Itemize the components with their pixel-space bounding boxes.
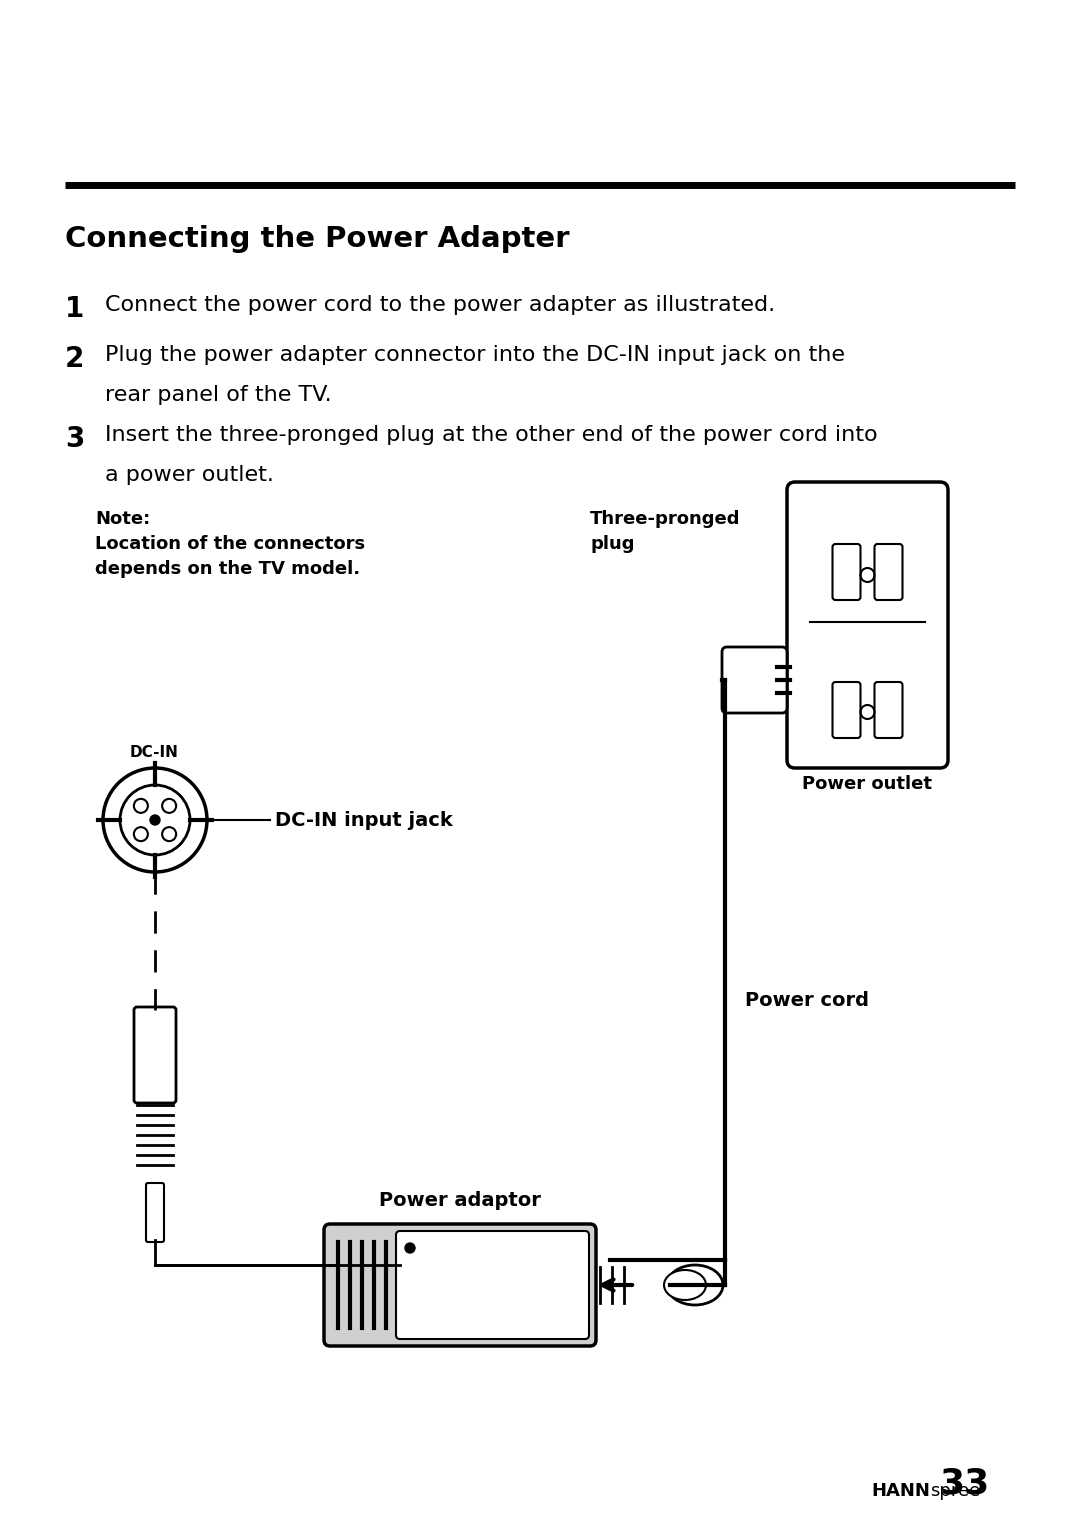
Text: 3: 3 [65,425,84,453]
Text: DC-IN input jack: DC-IN input jack [275,810,453,830]
Text: Connect the power cord to the power adapter as illustrated.: Connect the power cord to the power adap… [105,295,775,315]
FancyBboxPatch shape [723,647,787,713]
Text: Power cord: Power cord [745,991,869,1009]
Text: a power outlet.: a power outlet. [105,465,274,485]
FancyBboxPatch shape [146,1183,164,1242]
FancyBboxPatch shape [134,1008,176,1102]
Text: Insert the three-pronged plug at the other end of the power cord into: Insert the three-pronged plug at the oth… [105,425,878,445]
Circle shape [150,815,160,826]
Text: rear panel of the TV.: rear panel of the TV. [105,385,332,405]
FancyBboxPatch shape [396,1231,589,1339]
Text: Power outlet: Power outlet [802,775,932,794]
Text: HANN: HANN [872,1482,930,1500]
FancyBboxPatch shape [875,544,903,599]
FancyBboxPatch shape [787,482,948,768]
FancyBboxPatch shape [833,544,861,599]
FancyBboxPatch shape [324,1225,596,1346]
Text: plug: plug [590,535,635,553]
Text: depends on the TV model.: depends on the TV model. [95,560,360,578]
Text: 2: 2 [65,346,84,373]
Ellipse shape [667,1264,723,1304]
Circle shape [405,1243,415,1252]
Text: Location of the connectors: Location of the connectors [95,535,365,553]
Text: Note:: Note: [95,511,150,528]
FancyBboxPatch shape [875,682,903,739]
FancyBboxPatch shape [833,682,861,739]
Text: Three-pronged: Three-pronged [590,511,741,528]
Text: spree: spree [930,1482,981,1500]
Text: Connecting the Power Adapter: Connecting the Power Adapter [65,225,569,252]
Text: 1: 1 [65,295,84,323]
Text: 33: 33 [940,1466,990,1500]
Text: Plug the power adapter connector into the DC-IN input jack on the: Plug the power adapter connector into th… [105,346,845,365]
Ellipse shape [664,1271,706,1300]
Text: DC-IN: DC-IN [130,745,179,760]
Text: Power adaptor: Power adaptor [379,1191,541,1209]
